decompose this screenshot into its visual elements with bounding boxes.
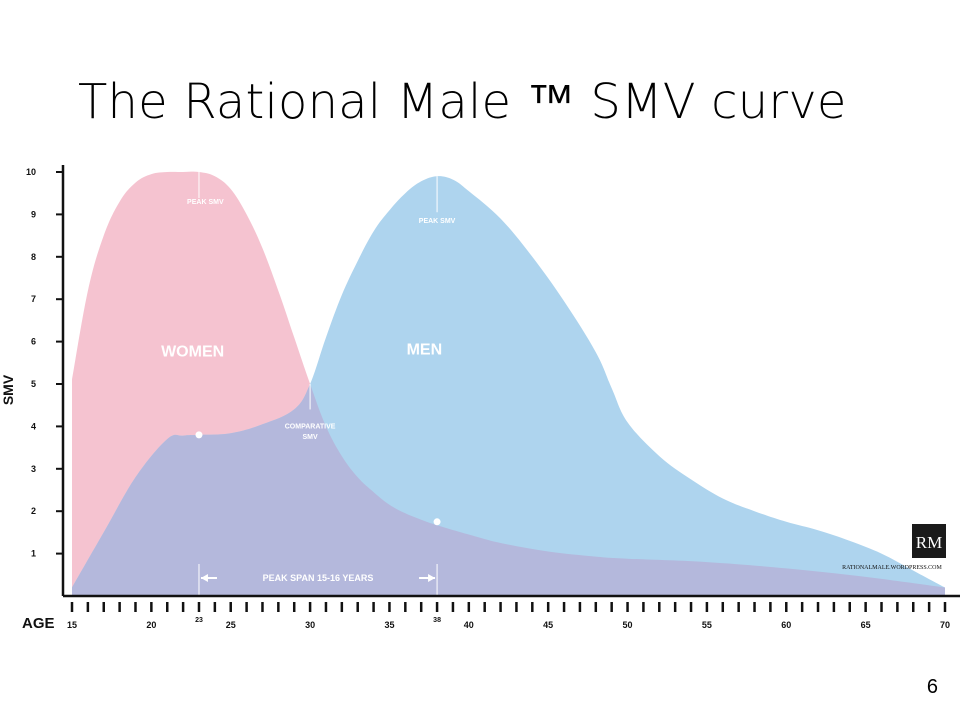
y-tick-label: 6 <box>31 337 36 347</box>
smv-area-chart: PEAK SMV PEAK SMV WOMEN MEN COMPARATIVE … <box>0 165 960 632</box>
logo-site-text: RATIONALMALE.WORDPRESS.COM <box>842 565 942 571</box>
logo-monogram: RM <box>916 533 942 552</box>
women-peak-label: PEAK SMV <box>187 199 224 206</box>
x-tick-label: 25 <box>226 620 236 630</box>
x-tick-label: 23 <box>195 617 203 624</box>
y-tick-label: 9 <box>31 209 36 219</box>
x-tick-label: 70 <box>940 620 950 630</box>
x-tick-label: 15 <box>67 620 77 630</box>
logo-badge <box>912 524 946 558</box>
men-series-label: MEN <box>407 341 443 358</box>
peak-span-label: PEAK SPAN 15-16 YEARS <box>263 573 374 583</box>
y-tick-label: 10 <box>26 167 36 177</box>
marker-points <box>195 431 441 526</box>
x-tick-label: 35 <box>384 620 394 630</box>
marker-point <box>195 431 203 439</box>
page-number: 6 <box>926 676 938 698</box>
y-tick-label: 2 <box>31 506 36 516</box>
x-tick-label: 50 <box>623 620 633 630</box>
y-tick-label: 8 <box>31 252 36 262</box>
comparative-smv-label-line2: SMV <box>303 434 319 441</box>
comparative-smv-label-line1: COMPARATIVE <box>285 424 336 431</box>
peak-span-indicator <box>198 564 438 596</box>
x-tick-label: 20 <box>146 620 156 630</box>
slide-title: The Rational Male ™ SMV curve <box>78 74 847 130</box>
x-tick-label: 45 <box>543 620 553 630</box>
x-tick-label: 38 <box>433 617 441 624</box>
y-tick-label: 7 <box>31 294 36 304</box>
x-tick-label: 30 <box>305 620 315 630</box>
peak-span-arrowhead <box>200 574 208 582</box>
x-axis-ticks: 15 20 23 25 30 35 38 40 45 50 55 60 65 70 <box>67 602 950 630</box>
x-axis-label: AGE <box>22 615 55 632</box>
y-tick-label: 1 <box>31 549 36 559</box>
men-peak-label: PEAK SMV <box>419 218 456 225</box>
rational-male-logo: RM RATIONALMALE.WORDPRESS.COM <box>842 524 946 571</box>
y-axis-ticks: 1 2 3 4 5 6 7 8 9 10 <box>26 167 63 559</box>
y-tick-label: 4 <box>31 421 36 431</box>
peak-span-arrowhead <box>428 574 436 582</box>
x-tick-label: 40 <box>464 620 474 630</box>
chart-axes <box>61 165 960 598</box>
women-series-label: WOMEN <box>161 343 224 360</box>
y-tick-label: 5 <box>31 379 36 389</box>
x-tick-label: 65 <box>861 620 871 630</box>
y-tick-label: 3 <box>31 464 36 474</box>
marker-point <box>433 518 441 526</box>
x-tick-label: 60 <box>781 620 791 630</box>
y-axis-label: SMV <box>0 374 16 405</box>
x-tick-label: 55 <box>702 620 712 630</box>
